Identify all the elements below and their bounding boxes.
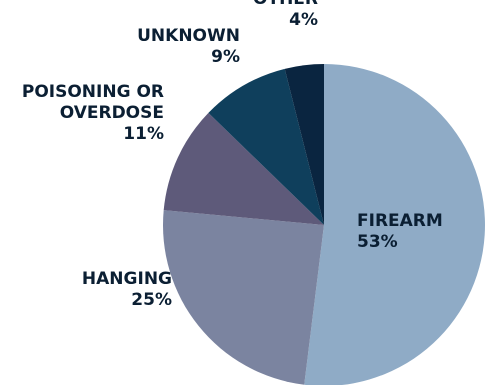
category-label-poisoning-or-overdose: POISONING OR bbox=[22, 82, 164, 102]
value-label-other: 4% bbox=[289, 10, 318, 30]
category-label-hanging: HANGING bbox=[82, 269, 172, 289]
slice-other bbox=[284, 64, 324, 225]
label-other: OTHER4% bbox=[253, 0, 318, 30]
value-label-poisoning-or-overdose: 11% bbox=[123, 124, 164, 144]
slice-unknown bbox=[208, 68, 324, 225]
category-label-poisoning-or-overdose: OVERDOSE bbox=[60, 103, 164, 123]
label-poisoning-or-overdose: POISONING OR OVERDOSE 11% bbox=[22, 82, 164, 144]
value-label-unknown: 9% bbox=[211, 47, 240, 67]
category-label-unknown: UNKNOWN bbox=[137, 26, 240, 46]
slice-poisoning-or-overdose bbox=[163, 112, 324, 225]
label-firearm: FIREARM 53% bbox=[357, 211, 443, 252]
slice-firearm bbox=[304, 64, 485, 385]
value-label-firearm: 53% bbox=[357, 232, 398, 252]
label-hanging: HANGING 25% bbox=[82, 269, 172, 310]
category-label-other: OTHER bbox=[253, 0, 318, 9]
value-label-hanging: 25% bbox=[131, 290, 172, 310]
slice-hanging bbox=[163, 210, 324, 385]
category-label-firearm: FIREARM bbox=[357, 211, 443, 231]
label-unknown: UNKNOWN 9% bbox=[137, 26, 240, 67]
